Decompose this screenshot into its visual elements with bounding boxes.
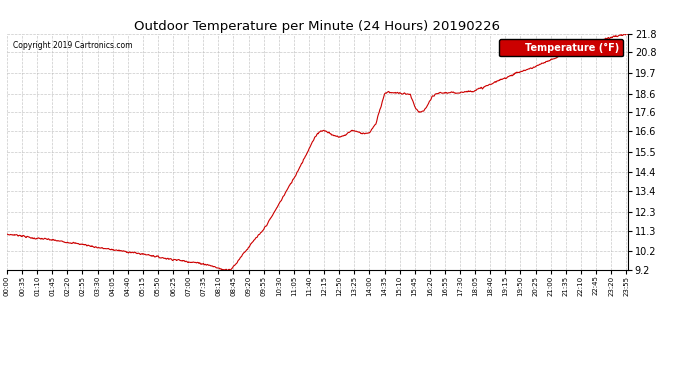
Temperature (°F) — [551, 56, 559, 61]
Temperature (°F) — [3, 232, 11, 236]
Temperature (°F) — [210, 264, 219, 269]
Legend: Temperature (°F): Temperature (°F) — [499, 39, 623, 57]
Temperature (°F) — [224, 268, 232, 273]
Temperature (°F) — [126, 250, 134, 254]
Temperature (°F) — [141, 252, 149, 257]
Temperature (°F) — [415, 110, 423, 114]
Title: Outdoor Temperature per Minute (24 Hours) 20190226: Outdoor Temperature per Minute (24 Hours… — [135, 20, 500, 33]
Text: Copyright 2019 Cartronics.com: Copyright 2019 Cartronics.com — [13, 41, 132, 50]
Line: Temperature (°F): Temperature (°F) — [7, 33, 628, 271]
Temperature (°F) — [495, 78, 504, 82]
Temperature (°F) — [622, 31, 631, 36]
Temperature (°F) — [624, 32, 632, 36]
